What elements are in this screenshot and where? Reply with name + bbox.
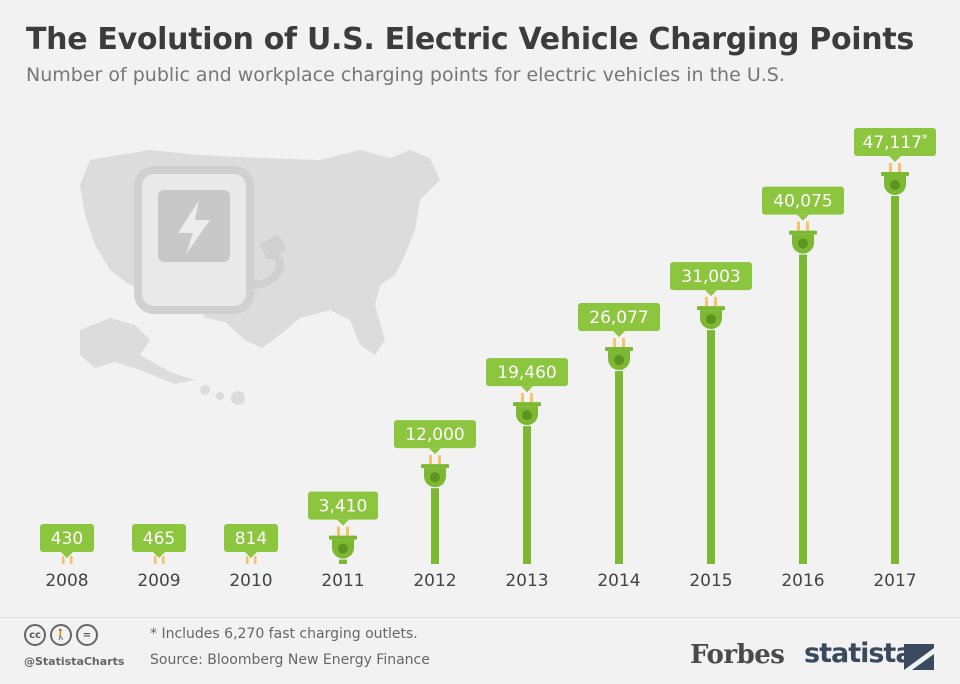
x-tick-label: 2012	[413, 571, 456, 591]
statista-logo[interactable]: statista	[804, 638, 914, 669]
plug-cap	[789, 230, 817, 235]
data-label-bg	[224, 524, 278, 552]
data-label: 814	[235, 529, 267, 549]
data-label-bg	[670, 262, 752, 291]
plug-cap	[421, 464, 449, 469]
bar-cable	[615, 371, 623, 564]
data-label-bg	[308, 491, 378, 520]
plug-prong	[438, 455, 441, 465]
data-label-bg	[132, 524, 186, 552]
data-label: 31,003	[681, 267, 740, 287]
data-label: 40,075	[773, 192, 832, 212]
plug-prong	[521, 393, 524, 403]
x-tick-label: 2009	[137, 571, 180, 591]
data-label-pointer	[889, 156, 901, 162]
data-label-pointer	[61, 552, 73, 558]
plug-prong	[154, 556, 157, 564]
chart-subtitle: Number of public and workplace charging …	[26, 64, 785, 86]
x-tick-label: 2017	[873, 571, 916, 591]
data-label: 465	[143, 529, 175, 549]
plug-hole	[890, 180, 900, 190]
chart-area: 430 2008 465 2009 814 2010 3,410 2011 12,000 2012…	[40, 128, 936, 591]
plug-prong	[714, 297, 717, 307]
charger-illustration	[134, 166, 286, 314]
plug-hole	[614, 355, 624, 366]
bar-cable	[799, 254, 807, 564]
data-label: 47,117*	[863, 132, 928, 153]
plug-prong	[898, 163, 901, 172]
plug-prong	[346, 526, 349, 536]
plug-prong	[889, 163, 892, 172]
data-label-pointer	[613, 331, 625, 338]
chart-title: The Evolution of U.S. Electric Vehicle C…	[26, 22, 914, 57]
plug-cap	[329, 535, 357, 540]
x-tick-label: 2015	[689, 571, 732, 591]
equals-icon: =	[76, 624, 98, 646]
plug-hole	[338, 543, 348, 554]
plug-prong	[622, 338, 625, 348]
plug-prong	[705, 297, 708, 307]
data-label-pointer	[337, 519, 349, 526]
x-tick-label: 2013	[505, 571, 548, 591]
plug-prong	[162, 556, 165, 564]
plug-cap	[605, 347, 633, 352]
data-label-bg	[394, 420, 476, 449]
data-label-bg	[854, 128, 936, 156]
plug-prong	[797, 221, 800, 231]
plug-cap	[513, 402, 541, 407]
statista-logo-mark	[904, 644, 934, 670]
plug-prong	[806, 221, 809, 231]
plug-prong	[530, 393, 533, 403]
bar-cable	[891, 196, 899, 564]
license-icons: cc 🚶 =	[24, 624, 98, 646]
x-tick-label: 2011	[321, 571, 364, 591]
bar-cable	[523, 426, 531, 564]
data-label: 19,460	[497, 363, 556, 383]
plug-prong	[62, 556, 65, 564]
x-tick-label: 2014	[597, 571, 640, 591]
plug-prong	[429, 455, 432, 465]
data-label-pointer	[521, 386, 533, 393]
data-label: 26,077	[589, 308, 648, 328]
data-label-pointer	[153, 552, 165, 558]
data-label-bg	[40, 524, 94, 552]
lightning-icon	[178, 200, 210, 254]
plug-prong	[70, 556, 73, 564]
bar-cable	[431, 488, 439, 564]
bar-cable	[707, 330, 715, 564]
plug-prong	[337, 526, 340, 536]
plug-hole	[706, 314, 716, 325]
data-label: 430	[51, 529, 83, 549]
statista-handle[interactable]: @StatistaCharts	[24, 655, 125, 668]
plug-cap	[697, 306, 725, 311]
by-icon: 🚶	[50, 624, 72, 646]
data-label-pointer	[245, 552, 257, 558]
forbes-logo[interactable]: Forbes	[690, 640, 785, 670]
data-label-pointer	[797, 214, 809, 221]
bar-cable	[339, 559, 347, 564]
data-label-bg	[762, 186, 844, 215]
data-label-pointer	[429, 448, 441, 455]
x-tick-label: 2016	[781, 571, 824, 591]
plug-cap	[881, 172, 909, 176]
data-label-bg	[578, 303, 660, 332]
footer-divider	[0, 617, 960, 618]
data-label: 3,410	[319, 497, 368, 517]
plug-prong	[246, 556, 249, 564]
data-label: 12,000	[405, 425, 464, 445]
data-label-bg	[486, 358, 568, 387]
data-label-pointer	[705, 290, 717, 297]
source-line: Source: Bloomberg New Energy Finance	[150, 652, 430, 668]
plug-hole	[522, 410, 532, 421]
plug-prong	[254, 556, 257, 564]
plug-hole	[430, 472, 440, 483]
cc-icon: cc	[24, 624, 46, 646]
x-tick-label: 2010	[229, 571, 272, 591]
x-tick-label: 2008	[45, 571, 88, 591]
plug-prong	[613, 338, 616, 348]
plug-hole	[798, 238, 808, 249]
footnote: * Includes 6,270 fast charging outlets.	[150, 626, 418, 642]
